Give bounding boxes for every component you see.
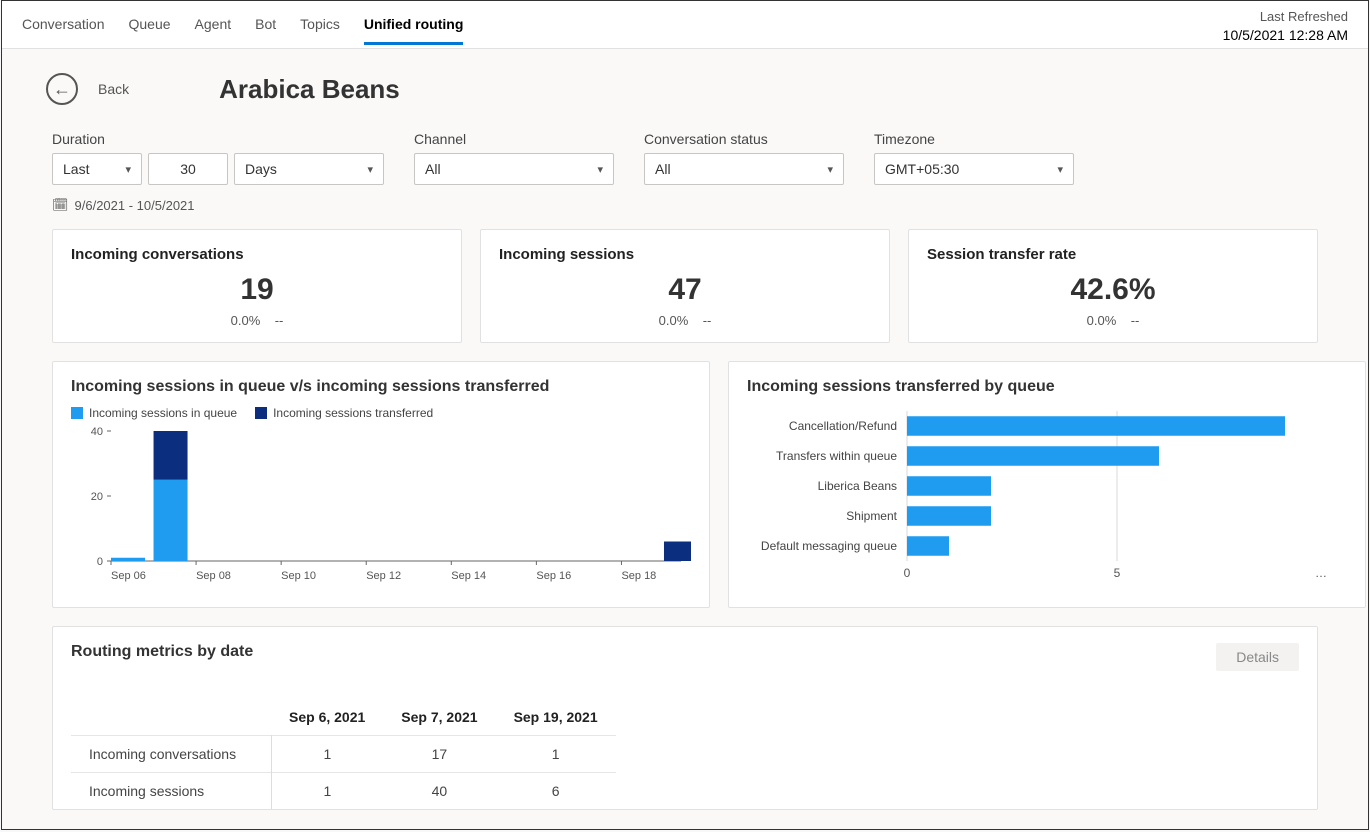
chevron-down-icon: ▾ (367, 163, 373, 176)
filter-timezone: Timezone GMT+05:30 ▾ (874, 131, 1074, 185)
duration-count-input[interactable]: 30 (148, 153, 228, 185)
svg-text:20: 20 (91, 491, 103, 503)
arrow-left-icon: ← (53, 79, 71, 100)
svg-text:Shipment: Shipment (846, 509, 897, 523)
chart-hbar-title: Incoming sessions transferred by queue (747, 378, 1347, 396)
timezone-select[interactable]: GMT+05:30 ▾ (874, 153, 1074, 185)
svg-text:Sep 16: Sep 16 (536, 570, 571, 582)
svg-text:0: 0 (904, 566, 911, 580)
table-cell: 1 (271, 773, 383, 810)
duration-unit-select[interactable]: Days ▾ (234, 153, 384, 185)
table-cell: 1 (496, 736, 616, 773)
kpi-row: Incoming conversations190.0% --Incoming … (2, 217, 1368, 343)
last-refreshed-label: Last Refreshed (1223, 8, 1348, 26)
kpi-delta: 0.0% -- (927, 313, 1299, 328)
chart-hbar-svg: 0 5 … Cancellation/Refund Transfers within q… (747, 406, 1347, 586)
filter-conversation-status-label: Conversation status (644, 131, 844, 147)
svg-text:Sep 10: Sep 10 (281, 570, 316, 582)
svg-text:Liberica Beans: Liberica Beans (818, 479, 897, 493)
page-title: Arabica Beans (219, 74, 400, 105)
filter-channel-label: Channel (414, 131, 614, 147)
back-button[interactable]: ← (46, 73, 78, 105)
table-cell: 6 (496, 773, 616, 810)
tab-bot[interactable]: Bot (255, 4, 276, 45)
table-row-label: Incoming sessions (71, 773, 271, 810)
kpi-card: Incoming sessions 47 0.0% -- (480, 229, 890, 343)
tab-conversation[interactable]: Conversation (22, 4, 105, 45)
chart-stacked-title: Incoming sessions in queue v/s incoming … (71, 378, 691, 396)
table-row: Incoming conversations1171 (71, 736, 616, 773)
svg-text:Sep 08: Sep 08 (196, 570, 231, 582)
metrics-table-title: Routing metrics by date (71, 643, 253, 661)
filter-duration: Duration Last ▾ 30 Days ▾ (52, 131, 384, 185)
chevron-down-icon: ▾ (827, 163, 833, 176)
filter-conversation-status: Conversation status All ▾ (644, 131, 844, 185)
metrics-table: Sep 6, 2021Sep 7, 2021Sep 19, 2021 Incomi… (71, 699, 616, 809)
legend-item: Incoming sessions in queue (71, 406, 237, 420)
chart-hbar-card: Incoming sessions transferred by queue 0… (728, 361, 1366, 608)
charts-row: Incoming sessions in queue v/s incoming … (2, 343, 1368, 608)
chevron-down-icon: ▾ (125, 163, 131, 176)
kpi-title: Incoming sessions (499, 246, 871, 263)
svg-text:Sep 14: Sep 14 (451, 570, 486, 582)
tabs-container: Conversation Queue Agent Bot Topics Unified r… (22, 4, 463, 45)
table-row: Incoming sessions1406 (71, 773, 616, 810)
filters-row: Duration Last ▾ 30 Days ▾ Channel All ▾ (2, 113, 1368, 191)
last-refreshed-timestamp: 10/5/2021 12:28 AM (1223, 26, 1348, 46)
svg-text:Sep 18: Sep 18 (621, 570, 656, 582)
top-tabbar: Conversation Queue Agent Bot Topics Unified r… (2, 1, 1368, 49)
svg-text:Transfers within queue: Transfers within queue (776, 449, 897, 463)
kpi-title: Incoming conversations (71, 246, 443, 263)
calendar-icon: 🗓 (52, 197, 69, 213)
chevron-down-icon: ▾ (1057, 163, 1063, 176)
svg-text:Sep 06: Sep 06 (111, 570, 146, 582)
kpi-value: 19 (71, 273, 443, 307)
kpi-title: Session transfer rate (927, 246, 1299, 263)
date-range-display: 🗓 9/6/2021 - 10/5/2021 (2, 191, 1368, 217)
table-col-header: Sep 19, 2021 (496, 699, 616, 736)
channel-select[interactable]: All ▾ (414, 153, 614, 185)
chart-stacked-card: Incoming sessions in queue v/s incoming … (52, 361, 710, 608)
tab-queue[interactable]: Queue (129, 4, 171, 45)
svg-text:40: 40 (91, 426, 103, 438)
kpi-delta: 0.0% -- (71, 313, 443, 328)
legend-swatch (255, 407, 267, 419)
table-col-header: Sep 6, 2021 (271, 699, 383, 736)
svg-text:5: 5 (1114, 566, 1121, 580)
kpi-card: Incoming conversations 19 0.0% -- (52, 229, 462, 343)
legend-item: Incoming sessions transferred (255, 406, 433, 420)
table-cell: 40 (383, 773, 495, 810)
filter-timezone-label: Timezone (874, 131, 1074, 147)
svg-text:Cancellation/Refund: Cancellation/Refund (789, 419, 897, 433)
chevron-down-icon: ▾ (597, 163, 603, 176)
svg-text:…: … (1315, 566, 1327, 580)
details-button[interactable]: Details (1216, 643, 1299, 671)
kpi-value: 47 (499, 273, 871, 307)
kpi-value: 42.6% (927, 273, 1299, 307)
table-cell: 17 (383, 736, 495, 773)
chart-stacked-legend: Incoming sessions in queue Incoming sessi… (71, 406, 691, 420)
tab-agent[interactable]: Agent (195, 4, 232, 45)
table-cell: 1 (271, 736, 383, 773)
tab-topics[interactable]: Topics (300, 4, 340, 45)
filter-channel: Channel All ▾ (414, 131, 614, 185)
svg-text:Default messaging queue: Default messaging queue (761, 539, 897, 553)
chart-stacked-svg: 0 20 40 Sep 06 Sep 08 Sep 10 Sep 12 Sep 14 Sep 1… (71, 426, 691, 586)
conversation-status-select[interactable]: All ▾ (644, 153, 844, 185)
table-col-header: Sep 7, 2021 (383, 699, 495, 736)
svg-text:0: 0 (97, 556, 103, 568)
back-label[interactable]: Back (98, 81, 129, 97)
page-header: ← Back Arabica Beans (2, 49, 1368, 113)
metrics-table-card: Routing metrics by date Details Sep 6, 2… (52, 626, 1318, 810)
kpi-card: Session transfer rate 42.6% 0.0% -- (908, 229, 1318, 343)
kpi-delta: 0.0% -- (499, 313, 871, 328)
table-row-label: Incoming conversations (71, 736, 271, 773)
filter-duration-label: Duration (52, 131, 384, 147)
last-refreshed-block: Last Refreshed 10/5/2021 12:28 AM (1223, 4, 1348, 46)
tab-unified-routing[interactable]: Unified routing (364, 4, 464, 45)
duration-mode-select[interactable]: Last ▾ (52, 153, 142, 185)
svg-text:Sep 12: Sep 12 (366, 570, 401, 582)
legend-swatch (71, 407, 83, 419)
